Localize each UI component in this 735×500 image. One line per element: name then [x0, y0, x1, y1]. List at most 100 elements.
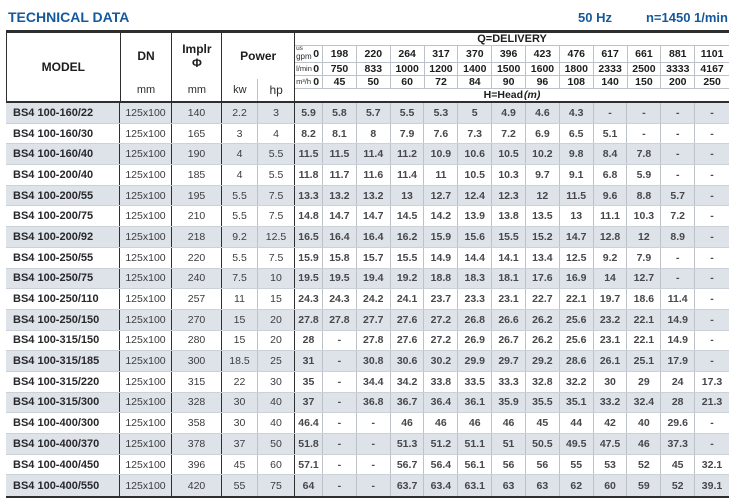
hp-cell: 75: [258, 475, 295, 497]
table-row: BS4 100-400/450 125x100 396 45 60 57.1- -56.7 5…: [6, 454, 729, 476]
gpm-value: 264: [391, 46, 425, 62]
head-cell: 29: [627, 371, 662, 392]
head-cell: 63: [526, 475, 560, 497]
impeller-cell: 328: [172, 392, 222, 413]
m3h-value: 84: [458, 75, 493, 88]
head-cell: 35: [295, 371, 323, 392]
head-cell: 22.1: [627, 309, 662, 330]
table-row: BS4 100-200/40 125x100 185 4 5.5 11.8 11.7 11.6…: [6, 165, 729, 186]
table-row: BS4 100-250/75 125x100 240 7.5 10 19.5 19.5 19.…: [6, 268, 729, 290]
gpm-value: 370: [458, 46, 493, 62]
hp-cell: 40: [258, 392, 295, 413]
hp-cell: 5.5: [258, 165, 295, 185]
head-cell: 28: [295, 330, 323, 351]
dn-cell: 125x100: [120, 289, 172, 309]
head-cell: -: [323, 392, 357, 413]
model-cell: BS4 100-200/40: [6, 165, 120, 185]
impeller-cell: 220: [172, 247, 222, 268]
model-cell: BS4 100-400/370: [6, 434, 120, 454]
lmin-value: 1600: [526, 62, 560, 75]
table-row: BS4 100-315/220 125x100 315 22 30 35-34.4 34.2…: [6, 371, 729, 393]
head-cell: 24.3: [323, 289, 357, 309]
head-cell: -: [323, 413, 357, 433]
table-row: BS4 100-400/370 125x100 378 37 50 51.8- -51.3 5…: [6, 434, 729, 455]
impeller-cell: 378: [172, 434, 222, 454]
head-cell: 14.7: [323, 206, 357, 227]
head-cell: 24.3: [295, 289, 323, 309]
head-cell: 7.9: [391, 123, 425, 144]
head-cell: 46: [391, 413, 425, 433]
col-header-model: MODEL: [7, 33, 121, 101]
head-cell: 29.6: [661, 413, 696, 433]
head-cell: 12: [627, 227, 662, 247]
impeller-cell: 420: [172, 475, 222, 497]
head-cell: 39.1: [701, 479, 723, 492]
m3h-value: 45: [323, 75, 357, 88]
head-cell: 35.5: [526, 392, 560, 413]
head-cell: 30.6: [391, 351, 425, 371]
kw-cell: 22: [222, 371, 258, 392]
m3h-value: 140: [594, 75, 628, 88]
head-cell: 51: [492, 434, 526, 454]
head-cell: 5.3: [424, 103, 459, 123]
dn-cell: 125x100: [120, 475, 172, 497]
head-cell: 18.1: [492, 268, 526, 289]
head-cell: -: [661, 123, 696, 144]
m3h-value: 250: [703, 75, 721, 88]
head-cell: 4.3: [560, 103, 594, 123]
head-cell: 45: [661, 454, 696, 475]
head-cell: 4.6: [526, 103, 560, 123]
impeller-cell: 185: [172, 165, 222, 185]
head-cell: 51.3: [391, 434, 425, 454]
speed-label: n=1450 1/min: [645, 10, 728, 25]
head-cell: 22.1: [560, 289, 594, 309]
head-cell: 16.2: [391, 227, 425, 247]
model-cell: BS4 100-250/75: [6, 268, 120, 289]
head-cell: 12.3: [492, 185, 526, 206]
head-cell: 18.3: [458, 268, 493, 289]
head-cell: 15.9: [295, 247, 323, 268]
table-row: BS4 100-200/75 125x100 210 5.5 7.5 14.8 14.7 14…: [6, 206, 729, 228]
head-cell: 5.8: [323, 103, 357, 123]
hp-cell: 3: [258, 103, 295, 123]
kw-cell: 5.5: [222, 247, 258, 268]
table-row: BS4 100-250/110 125x100 257 11 15 24.3 24.3 24.…: [6, 289, 729, 310]
head-cell: 13.2: [357, 185, 391, 206]
head-cell: 12.5: [560, 247, 594, 268]
head-cell: 19.4: [357, 268, 391, 289]
hp-cell: 40: [258, 413, 295, 433]
lmin-value: 1000: [391, 62, 425, 75]
head-cell: 36.7: [391, 392, 425, 413]
col-header-impeller: Implr Φ mm: [172, 33, 223, 101]
head-cell: 18.8: [424, 268, 459, 289]
impeller-unit-label: mm: [187, 84, 207, 96]
page-title: TECHNICAL DATA: [8, 9, 130, 25]
head-cell: 11: [424, 165, 459, 185]
head-cell: 37: [295, 392, 323, 413]
head-cell: 23.2: [594, 309, 628, 330]
head-cell: 21.3: [701, 396, 723, 409]
head-cell: 11.5: [323, 144, 357, 165]
kw-cell: 15: [222, 330, 258, 351]
hp-cell: 30: [258, 371, 295, 392]
head-cell: 27.8: [357, 330, 391, 351]
head-cell: 13.5: [526, 206, 560, 227]
head-cell: 23.1: [492, 289, 526, 309]
operating-conditions: 50 Hz n=1450 1/min: [578, 10, 728, 25]
impeller-cell: 195: [172, 185, 222, 206]
head-cell: 14.7: [357, 206, 391, 227]
head-cell: 17.6: [526, 268, 560, 289]
kw-cell: 4: [222, 165, 258, 185]
model-cell: BS4 100-250/150: [6, 309, 120, 330]
kw-cell: 3: [222, 123, 258, 144]
head-cell: 16.5: [295, 227, 323, 247]
head-cell: 56: [526, 454, 560, 475]
kw-cell: 45: [222, 454, 258, 475]
head-cell: 22.7: [526, 289, 560, 309]
head-cell: 13: [560, 206, 594, 227]
gpm-value: 617: [594, 46, 628, 62]
model-cell: BS4 100-400/450: [6, 454, 120, 475]
lmin-value: 750: [323, 62, 357, 75]
head-cell: 26.6: [492, 309, 526, 330]
model-cell: BS4 100-200/92: [6, 227, 120, 247]
